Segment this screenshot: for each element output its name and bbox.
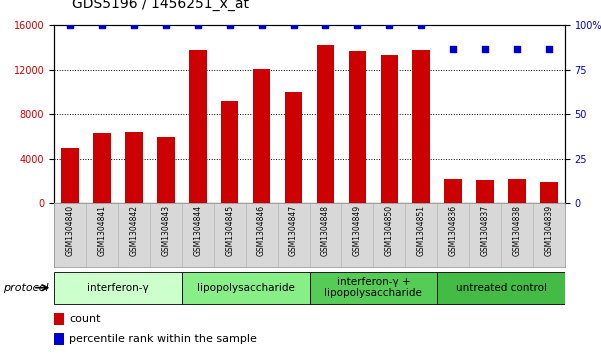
Text: GSM1304848: GSM1304848 [321, 205, 330, 256]
Text: GSM1304851: GSM1304851 [416, 205, 426, 256]
Text: GSM1304847: GSM1304847 [289, 205, 298, 256]
Text: GSM1304846: GSM1304846 [257, 205, 266, 256]
Bar [317, 45, 334, 203]
Text: GSM1304839: GSM1304839 [545, 205, 554, 256]
Bar [540, 182, 558, 203]
FancyBboxPatch shape [438, 272, 565, 303]
Text: count: count [69, 314, 101, 324]
Point [512, 46, 522, 52]
Point [385, 23, 394, 28]
Point [416, 23, 426, 28]
Point [288, 23, 298, 28]
Point [161, 23, 171, 28]
Bar [54, 333, 64, 345]
Bar [380, 56, 398, 203]
Point [66, 23, 75, 28]
Bar [221, 101, 239, 203]
FancyBboxPatch shape [310, 272, 438, 303]
Point [480, 46, 490, 52]
Text: protocol: protocol [3, 283, 49, 293]
Bar [477, 180, 494, 203]
FancyBboxPatch shape [182, 272, 310, 303]
Point [225, 23, 234, 28]
Text: interferon-γ: interferon-γ [87, 283, 149, 293]
Text: GSM1304842: GSM1304842 [129, 205, 138, 256]
Bar [61, 148, 79, 203]
Point [544, 46, 554, 52]
Text: GDS5196 / 1456251_x_at: GDS5196 / 1456251_x_at [72, 0, 249, 11]
Bar [285, 92, 302, 203]
Text: interferon-γ +
lipopolysaccharide: interferon-γ + lipopolysaccharide [325, 277, 423, 298]
FancyBboxPatch shape [54, 272, 182, 303]
Bar [189, 50, 207, 203]
Text: GSM1304844: GSM1304844 [194, 205, 203, 256]
Text: GSM1304850: GSM1304850 [385, 205, 394, 256]
Bar [157, 136, 175, 203]
Text: GSM1304845: GSM1304845 [225, 205, 234, 256]
Bar [54, 313, 64, 325]
Text: GSM1304843: GSM1304843 [161, 205, 170, 256]
Bar [444, 179, 462, 203]
Point [257, 23, 266, 28]
Point [97, 23, 107, 28]
Point [353, 23, 362, 28]
Bar [93, 133, 111, 203]
Text: percentile rank within the sample: percentile rank within the sample [69, 334, 257, 344]
Point [448, 46, 458, 52]
Text: lipopolysaccharide: lipopolysaccharide [197, 283, 294, 293]
Point [321, 23, 331, 28]
Text: GSM1304840: GSM1304840 [66, 205, 75, 256]
Bar [349, 51, 366, 203]
Text: GSM1304841: GSM1304841 [97, 205, 106, 256]
Text: GSM1304838: GSM1304838 [513, 205, 522, 256]
Bar [253, 69, 270, 203]
Text: GSM1304836: GSM1304836 [449, 205, 458, 256]
Text: GSM1304849: GSM1304849 [353, 205, 362, 256]
Text: untreated control: untreated control [456, 283, 546, 293]
Bar [412, 50, 430, 203]
Bar [125, 132, 142, 203]
Point [129, 23, 139, 28]
Text: GSM1304837: GSM1304837 [481, 205, 490, 256]
Point [193, 23, 203, 28]
Bar [508, 179, 526, 203]
